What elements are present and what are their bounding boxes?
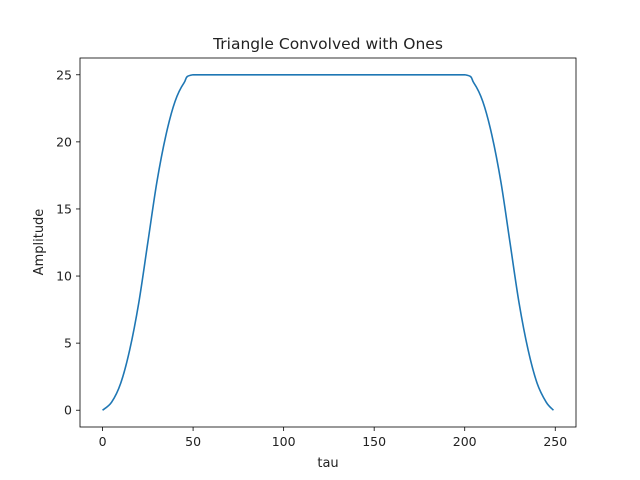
x-axis-label: tau <box>317 456 338 471</box>
x-tick-label: 0 <box>99 434 107 449</box>
x-tick-label: 100 <box>272 434 296 449</box>
y-axis-label: Amplitude <box>32 209 47 276</box>
y-tick-label: 15 <box>56 201 72 216</box>
series-line <box>102 73 555 411</box>
y-tick-label: 0 <box>64 403 72 418</box>
x-tick-label: 200 <box>453 434 477 449</box>
y-tick-label: 10 <box>56 269 72 284</box>
y-tick-label: 25 <box>56 67 72 82</box>
x-tick-label: 50 <box>185 434 201 449</box>
x-tick-label: 150 <box>362 434 386 449</box>
x-tick-label: 250 <box>543 434 567 449</box>
chart-title: Triangle Convolved with Ones <box>212 35 443 53</box>
plot-area <box>80 58 576 427</box>
y-tick-label: 20 <box>56 134 72 149</box>
axis-ticks: 0 50 100 150 200 250 0 5 10 15 20 25 <box>56 67 567 449</box>
y-tick-label: 5 <box>64 336 72 351</box>
plot-frame <box>79 57 577 428</box>
